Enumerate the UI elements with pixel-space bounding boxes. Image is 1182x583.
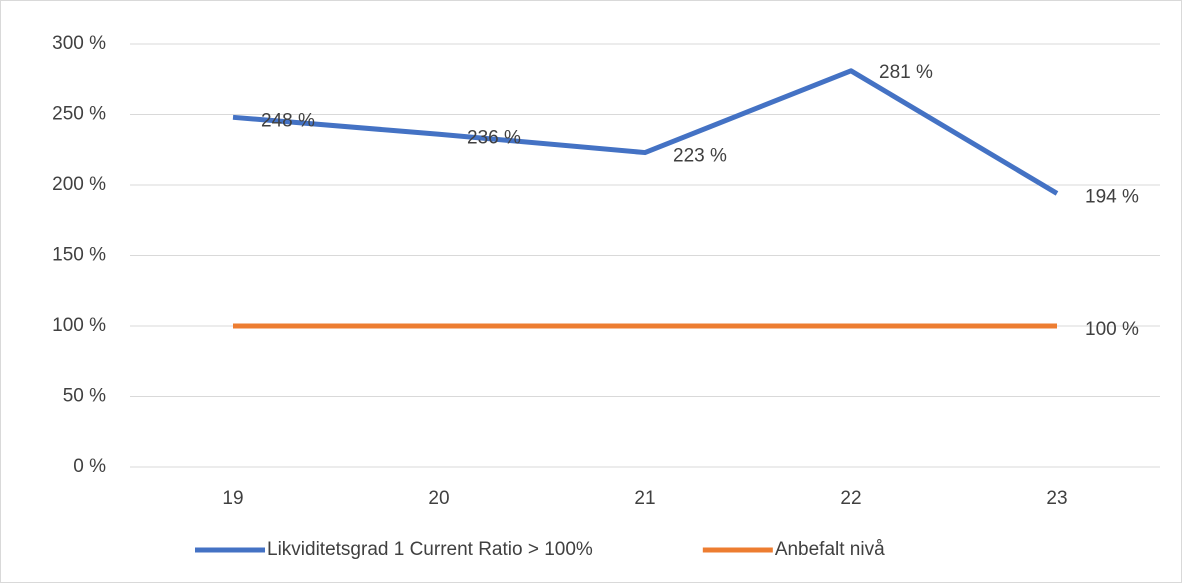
data-label: 194 %	[1085, 186, 1139, 207]
data-label: 223 %	[673, 146, 727, 167]
y-tick-label: 0 %	[73, 456, 106, 477]
y-tick-label: 200 %	[52, 174, 106, 195]
y-tick-label: 150 %	[52, 245, 106, 266]
series-line	[232, 68, 1059, 196]
x-tick-label: 20	[428, 488, 449, 509]
data-label: 236 %	[467, 127, 521, 148]
legend-label: Likviditetsgrad 1 Current Ratio > 100%	[267, 539, 593, 560]
x-tick-label: 21	[634, 488, 655, 509]
y-tick-label: 100 %	[52, 315, 106, 336]
legend-label: Anbefalt nivå	[775, 539, 885, 560]
data-label: 100 %	[1085, 319, 1139, 340]
y-tick-label: 50 %	[63, 386, 106, 407]
x-tick-label: 23	[1046, 488, 1067, 509]
x-tick-label: 22	[840, 488, 861, 509]
y-tick-label: 250 %	[52, 104, 106, 125]
data-label: 248 %	[261, 110, 315, 131]
y-tick-label: 300 %	[52, 33, 106, 54]
data-label: 281 %	[879, 62, 933, 83]
x-tick-label: 19	[222, 488, 243, 509]
